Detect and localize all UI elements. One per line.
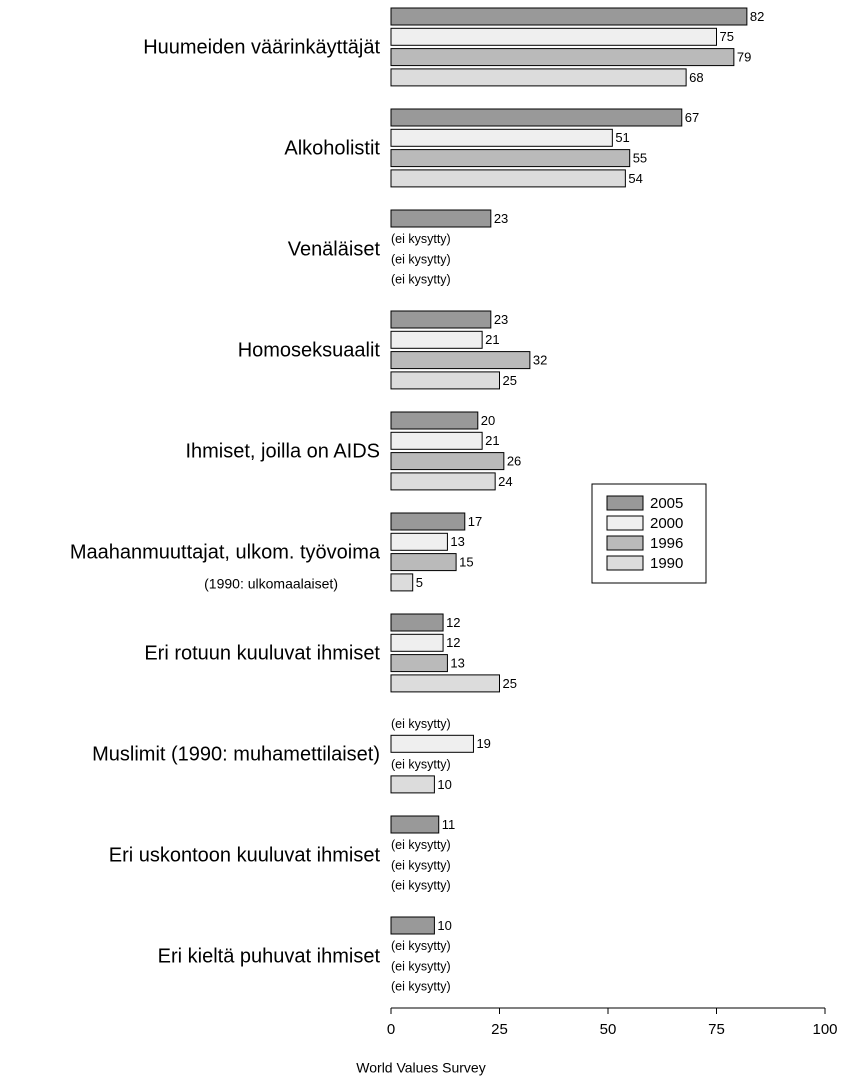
x-tick-label: 50 bbox=[600, 1021, 617, 1038]
missing-label: (ei kysytty) bbox=[391, 252, 451, 266]
value-label: 12 bbox=[446, 615, 460, 630]
missing-label: (ei kysytty) bbox=[391, 838, 451, 852]
legend-label: 1996 bbox=[650, 535, 683, 552]
value-label: 51 bbox=[615, 130, 629, 145]
bar bbox=[390, 209, 492, 228]
bar bbox=[390, 734, 474, 753]
category-label: Muslimit (1990: muhamettilaiset) bbox=[92, 743, 380, 765]
bar bbox=[390, 330, 483, 349]
value-label: 24 bbox=[498, 474, 512, 489]
legend-swatch bbox=[606, 515, 644, 531]
value-label: 26 bbox=[507, 454, 521, 469]
category-label: Eri uskontoon kuuluvat ihmiset bbox=[109, 844, 381, 866]
value-label: 54 bbox=[628, 171, 642, 186]
missing-label: (ei kysytty) bbox=[391, 717, 451, 731]
missing-label: (ei kysytty) bbox=[391, 939, 451, 953]
value-label: 13 bbox=[450, 534, 464, 549]
missing-label: (ei kysytty) bbox=[391, 980, 451, 994]
legend-label: 2000 bbox=[650, 515, 683, 532]
bar bbox=[390, 553, 457, 572]
value-label: 68 bbox=[689, 70, 703, 85]
legend-swatch bbox=[606, 535, 644, 551]
bar bbox=[390, 149, 631, 168]
legend-swatch bbox=[606, 495, 644, 511]
bar bbox=[390, 371, 500, 390]
value-label: 79 bbox=[737, 50, 751, 65]
value-label: 13 bbox=[450, 656, 464, 671]
category-label: Venäläiset bbox=[288, 238, 381, 260]
category-label: Huumeiden väärinkäyttäjät bbox=[143, 36, 380, 58]
category-label: Alkoholistit bbox=[284, 137, 380, 159]
bar bbox=[390, 532, 448, 551]
x-tick-label: 100 bbox=[812, 1021, 837, 1038]
value-label: 5 bbox=[416, 575, 423, 590]
value-label: 82 bbox=[750, 9, 764, 24]
bar bbox=[390, 351, 531, 370]
source: World Values Survey bbox=[356, 1060, 485, 1076]
value-label: 19 bbox=[476, 736, 490, 751]
bar bbox=[390, 48, 735, 67]
bar bbox=[390, 512, 466, 531]
missing-label: (ei kysytty) bbox=[391, 959, 451, 973]
value-label: 10 bbox=[437, 918, 451, 933]
bar bbox=[390, 169, 626, 188]
value-label: 25 bbox=[503, 676, 517, 691]
value-label: 25 bbox=[503, 373, 517, 388]
category-label: Eri rotuun kuuluvat ihmiset bbox=[144, 642, 380, 664]
value-label: 20 bbox=[481, 413, 495, 428]
x-tick-label: 0 bbox=[387, 1021, 395, 1038]
bar bbox=[390, 411, 479, 430]
legend-swatch bbox=[606, 555, 644, 571]
bar bbox=[390, 310, 492, 329]
bar bbox=[390, 916, 435, 935]
value-label: 75 bbox=[720, 29, 734, 44]
bar bbox=[390, 674, 500, 693]
bar bbox=[390, 815, 440, 834]
bar bbox=[390, 27, 717, 46]
bar bbox=[390, 108, 683, 127]
bar bbox=[390, 68, 687, 87]
category-note: (1990: ulkomaalaiset) bbox=[204, 576, 338, 592]
category-label: Homoseksuaalit bbox=[238, 339, 381, 361]
bar bbox=[390, 775, 435, 794]
missing-label: (ei kysytty) bbox=[391, 757, 451, 771]
value-label: 17 bbox=[468, 514, 482, 529]
legend-label: 1990 bbox=[650, 555, 683, 572]
category-label: Ihmiset, joilla on AIDS bbox=[185, 440, 380, 462]
value-label: 67 bbox=[685, 110, 699, 125]
value-label: 55 bbox=[633, 151, 647, 166]
missing-label: (ei kysytty) bbox=[391, 273, 451, 287]
bar bbox=[390, 472, 496, 491]
value-label: 21 bbox=[485, 332, 499, 347]
value-label: 15 bbox=[459, 555, 473, 570]
bar bbox=[390, 431, 483, 450]
category-label: Maahanmuuttajat, ulkom. työvoima bbox=[70, 541, 381, 563]
value-label: 12 bbox=[446, 635, 460, 650]
value-label: 23 bbox=[494, 312, 508, 327]
x-tick-label: 25 bbox=[491, 1021, 508, 1038]
bar bbox=[390, 654, 448, 673]
bar bbox=[390, 452, 505, 471]
missing-label: (ei kysytty) bbox=[391, 232, 451, 246]
category-label: Eri kieltä puhuvat ihmiset bbox=[158, 945, 381, 967]
legend-label: 2005 bbox=[650, 495, 683, 512]
value-label: 11 bbox=[442, 817, 456, 832]
bar bbox=[390, 633, 444, 652]
bar bbox=[390, 128, 613, 147]
bar bbox=[390, 573, 414, 592]
value-label: 10 bbox=[437, 777, 451, 792]
value-label: 21 bbox=[485, 433, 499, 448]
bar bbox=[390, 7, 748, 26]
bar bbox=[390, 613, 444, 632]
missing-label: (ei kysytty) bbox=[391, 858, 451, 872]
value-label: 32 bbox=[533, 353, 547, 368]
value-label: 23 bbox=[494, 211, 508, 226]
x-tick-label: 75 bbox=[708, 1021, 725, 1038]
missing-label: (ei kysytty) bbox=[391, 879, 451, 893]
